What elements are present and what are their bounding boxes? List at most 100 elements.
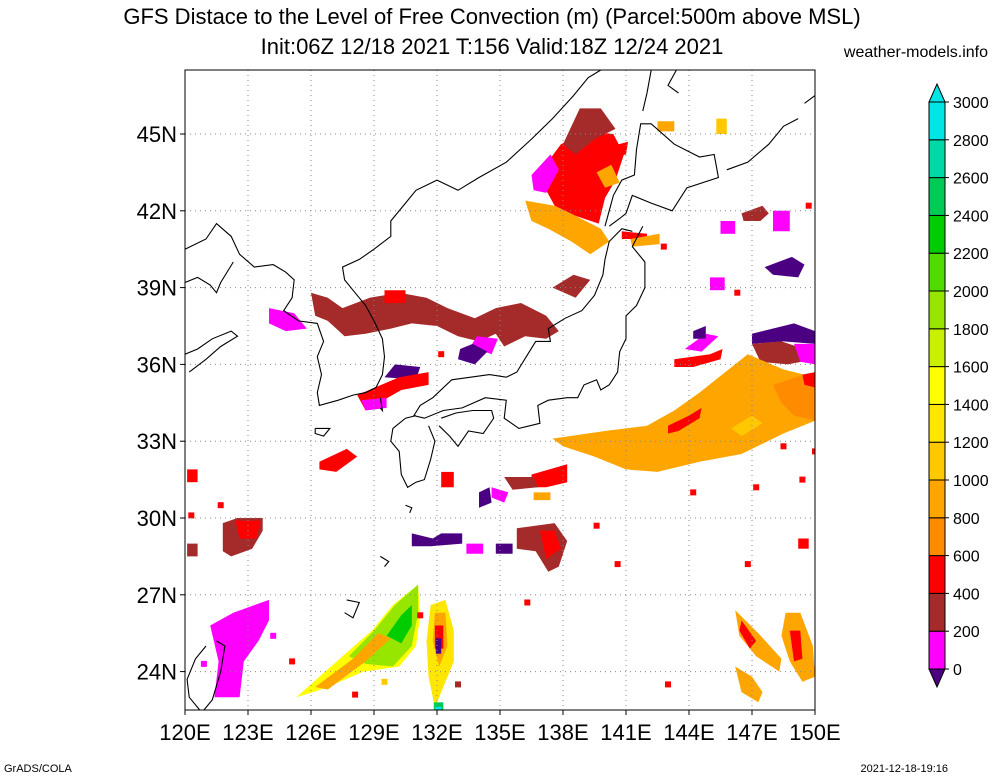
colorbar-label: 1800 xyxy=(953,322,989,339)
colorbar-label: 1200 xyxy=(953,435,989,452)
coastline xyxy=(380,555,390,567)
lon-tick-label: 126E xyxy=(285,720,336,745)
grid-lines xyxy=(185,70,815,710)
field-cell xyxy=(690,489,697,496)
field-region-600 xyxy=(621,231,647,239)
coastline xyxy=(185,261,234,294)
colorbar-swatch xyxy=(928,630,946,670)
field-region-200 xyxy=(531,154,559,193)
field-region-400 xyxy=(741,205,769,221)
field-cell xyxy=(614,561,621,568)
latitude-axis: 24N 27N 30N 33N 36N 39N 42N 45N xyxy=(137,122,185,685)
field-region-200 xyxy=(210,599,269,698)
footer-software: GrADS/COLA xyxy=(4,763,72,775)
field-cell xyxy=(593,522,600,529)
field-cell xyxy=(270,632,277,639)
field-region-200 xyxy=(720,221,736,234)
field-cell xyxy=(734,289,741,296)
colorbar-label: 1000 xyxy=(953,473,989,490)
colorbar-label: 1400 xyxy=(953,397,989,414)
colorbar-swatch xyxy=(928,403,946,443)
field-region-600 xyxy=(187,469,198,483)
colorbar-extend-high xyxy=(928,82,946,103)
colorbar-swatch xyxy=(928,555,946,594)
field-region-400 xyxy=(504,477,538,490)
field-region-1000 xyxy=(315,633,391,690)
credit-text: weather-models.info xyxy=(843,44,988,61)
lon-tick-label: 129E xyxy=(348,720,399,745)
colorbar-label: 800 xyxy=(953,511,980,528)
field-cell xyxy=(438,351,445,358)
colorbar-label: 2000 xyxy=(953,284,989,301)
colorbar-label: 1600 xyxy=(953,360,989,377)
field-region-0 xyxy=(495,543,513,554)
field-region-1200 xyxy=(731,415,763,437)
colorbar-swatch xyxy=(928,139,946,179)
colorbar-label: 600 xyxy=(953,549,980,566)
lat-tick-label: 39N xyxy=(137,276,177,301)
field-region-1200 xyxy=(716,118,727,134)
field-region-600 xyxy=(739,620,757,649)
coastline xyxy=(804,95,815,104)
field-region-200 xyxy=(794,343,815,365)
colorbar-label: 2200 xyxy=(953,246,989,263)
field-region-0 xyxy=(411,533,463,547)
colorbar-label: 0 xyxy=(953,662,962,679)
coastline xyxy=(185,330,239,373)
longitude-axis: 120E 123E 126E 129E 132E 135E 138E 141E 144E 147E… xyxy=(159,710,841,745)
field-region-2400 xyxy=(386,605,412,644)
field-region-200 xyxy=(491,487,509,503)
colorbar-swatch xyxy=(928,366,946,405)
colorbar-swatch xyxy=(928,101,946,141)
field-region-600 xyxy=(539,530,561,559)
coastline xyxy=(390,415,436,489)
coastline xyxy=(186,640,226,710)
field-region-200 xyxy=(470,336,498,355)
chart-subtitle: Init:06Z 12/18 2021 T:156 Valid:18Z 12/2… xyxy=(260,34,724,59)
field-region-0 xyxy=(435,638,442,654)
field-region-600 xyxy=(674,349,723,367)
coastline xyxy=(344,599,361,619)
field-region-600 xyxy=(668,407,702,434)
field-region-600 xyxy=(542,131,624,224)
field-region-400 xyxy=(563,108,616,155)
coastline xyxy=(413,225,646,429)
lat-tick-label: 30N xyxy=(137,506,177,531)
field-region-1000 xyxy=(735,666,763,703)
lon-tick-label: 138E xyxy=(537,720,588,745)
lon-tick-label: 147E xyxy=(726,720,777,745)
coastline xyxy=(314,427,332,437)
colorbar-label: 2400 xyxy=(953,208,989,225)
field-region-600 xyxy=(319,448,358,472)
footer-timestamp: 2021-12-18-19:16 xyxy=(860,763,948,775)
field-cell xyxy=(606,448,613,455)
field-cell xyxy=(637,435,644,442)
coastline xyxy=(642,70,652,112)
field-cell xyxy=(200,660,207,667)
field-region-400 xyxy=(187,543,198,557)
field-region-0 xyxy=(764,256,805,278)
colorbar-swatch xyxy=(928,252,946,292)
lon-tick-label: 135E xyxy=(474,720,525,745)
field-region-600 xyxy=(789,630,803,662)
field-cell xyxy=(753,484,760,491)
colorbar-label: 200 xyxy=(953,624,980,641)
lon-tick-label: 144E xyxy=(663,720,714,745)
field-region-600 xyxy=(441,471,454,488)
lat-tick-label: 45N xyxy=(137,122,177,147)
lat-tick-label: 42N xyxy=(137,199,177,224)
field-region-600 xyxy=(798,538,809,549)
field-cell xyxy=(799,476,806,483)
field-region-200 xyxy=(773,210,790,232)
field-region-1000 xyxy=(552,354,815,472)
coastline xyxy=(604,123,720,227)
colorbar-label: 3000 xyxy=(953,95,989,112)
field-cell xyxy=(381,678,388,685)
field-region-1000 xyxy=(657,121,675,132)
field-region-3000 xyxy=(434,706,442,710)
lat-tick-label: 24N xyxy=(137,660,177,685)
field-cell xyxy=(665,681,671,688)
field-region-400 xyxy=(552,274,591,298)
colorbar-swatch xyxy=(928,290,946,330)
